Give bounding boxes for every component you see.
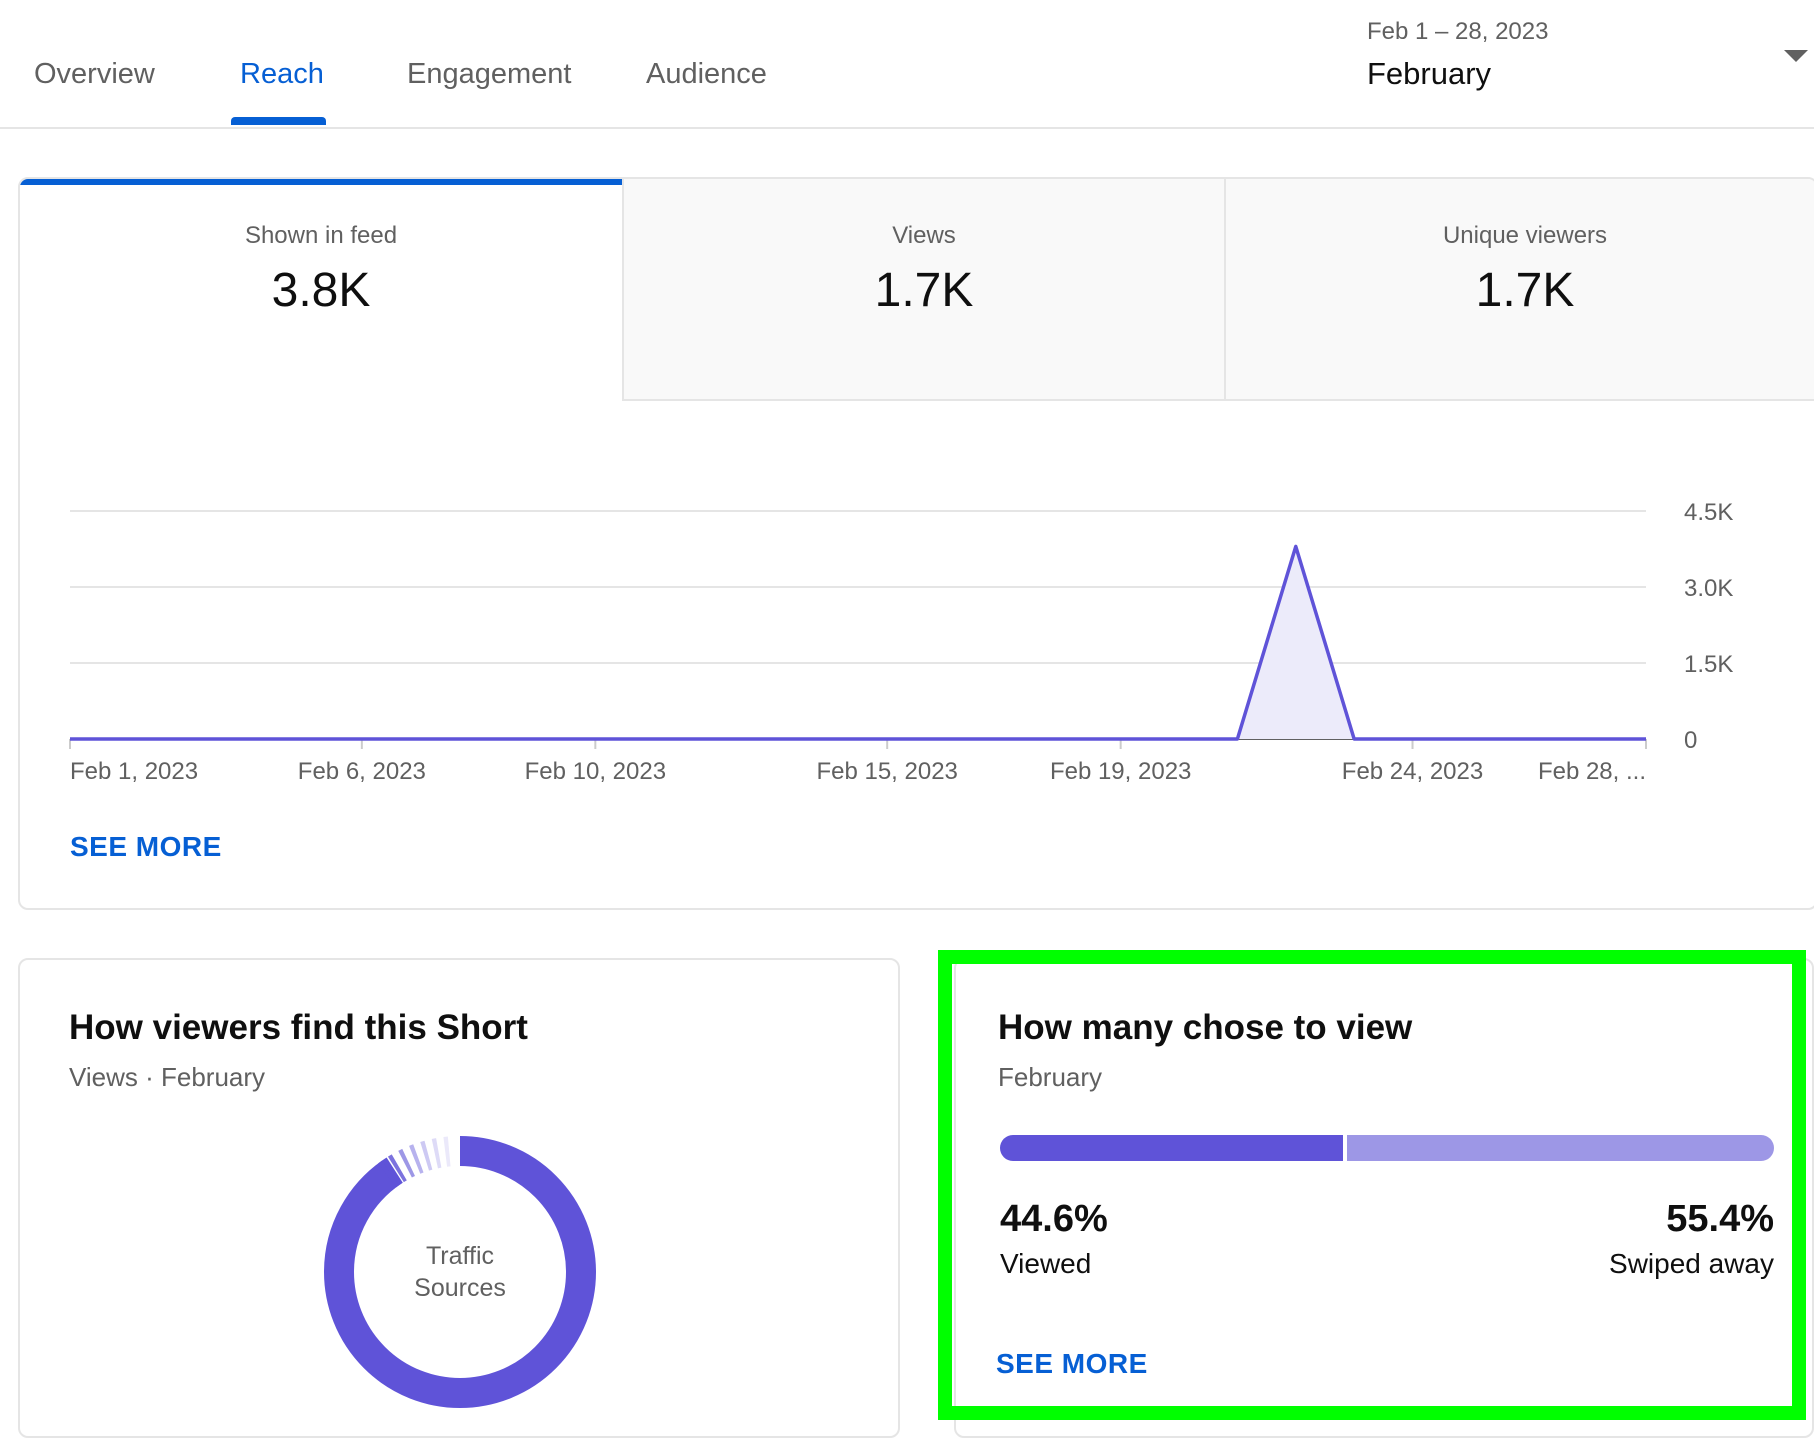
date-range-text: Feb 1 – 28, 2023 <box>1367 18 1549 45</box>
series-line <box>70 544 1646 741</box>
active-tab-indicator <box>231 117 326 125</box>
card-subtitle: Views · February <box>69 1062 266 1092</box>
metric-value: 1.7K <box>874 264 974 317</box>
card-title: How many chose to view <box>998 1008 1413 1047</box>
donut-center-line1: Traffic <box>425 1242 495 1270</box>
metric-value: 1.7K <box>1475 264 1575 317</box>
tab-audience[interactable]: Audience <box>646 58 767 90</box>
x-tick-label: Feb 15, 2023 <box>816 758 957 785</box>
tab-bar: Overview Reach Engagement Audience Feb 1… <box>0 0 1814 129</box>
swiped-label: Swiped away <box>1609 1248 1774 1279</box>
y-tick-label: 4.5K <box>1684 499 1733 526</box>
y-tick-label: 3.0K <box>1684 575 1733 602</box>
see-more-link[interactable]: SEE MORE <box>70 831 222 862</box>
chose-to-view-card: How many chose to view February <box>954 958 1814 1438</box>
metric-label: Views <box>892 222 956 249</box>
traffic-sources-card: How viewers find this Short Views · Febr… <box>18 958 900 1438</box>
tab-reach[interactable]: Reach <box>240 58 324 90</box>
viewed-bar-segment <box>1000 1135 1343 1161</box>
tab-engagement[interactable]: Engagement <box>407 58 572 90</box>
metric-label: Unique viewers <box>1442 222 1608 249</box>
metric-tab-views[interactable]: Views 1.7K <box>622 179 1224 401</box>
date-range-label: February <box>1367 56 1492 91</box>
swiped-bar-segment <box>1347 1135 1774 1161</box>
donut-center-line2: Sources <box>414 1274 506 1302</box>
metric-tab-shown-in-feed[interactable]: Shown in feed 3.8K <box>20 179 622 401</box>
donut-segment <box>324 1136 596 1408</box>
series-area <box>70 546 1646 739</box>
tab-overview[interactable]: Overview <box>34 58 155 90</box>
metric-value: 3.8K <box>271 264 371 317</box>
metric-tab-unique-viewers[interactable]: Unique viewers 1.7K <box>1224 179 1814 401</box>
see-more-link[interactable]: SEE MORE <box>996 1348 1148 1379</box>
viewed-label: Viewed <box>1000 1248 1092 1279</box>
x-tick-label: Feb 28, ... <box>1538 758 1646 785</box>
swiped-percent: 55.4% <box>1666 1198 1774 1240</box>
viewed-percent: 44.6% <box>1000 1198 1108 1240</box>
x-tick-label: Feb 1, 2023 <box>70 758 198 785</box>
donut-segment <box>324 1136 596 1408</box>
highlight-box <box>938 950 1806 1420</box>
card-title: How viewers find this Short <box>69 1008 528 1047</box>
traffic-sources-donut <box>324 1136 596 1408</box>
metric-active-indicator <box>20 179 622 185</box>
x-tick-label: Feb 24, 2023 <box>1342 758 1483 785</box>
x-tick-label: Feb 10, 2023 <box>525 758 666 785</box>
view-ratio-bar <box>1000 1135 1774 1161</box>
x-tick-label: Feb 19, 2023 <box>1050 758 1191 785</box>
y-tick-label: 0 <box>1684 727 1697 754</box>
x-tick-label: Feb 6, 2023 <box>298 758 426 785</box>
donut-segment-main <box>324 1136 596 1408</box>
donut-segment <box>324 1136 596 1408</box>
reach-chart-card: Shown in feed 3.8K Views 1.7K Unique vie… <box>18 177 1814 910</box>
card-subtitle: February <box>998 1062 1103 1092</box>
donut-segment <box>324 1136 596 1408</box>
dropdown-arrow-icon <box>1784 50 1808 62</box>
date-range-selector[interactable]: Feb 1 – 28, 2023 February <box>1367 14 1808 94</box>
shown-in-feed-chart: 0 1.5K 3.0K 4.5K Feb 1, 2023 Feb 6, 2023 Feb 1… <box>69 499 1733 785</box>
metric-label: Shown in feed <box>244 222 398 249</box>
y-tick-label: 1.5K <box>1684 651 1733 678</box>
